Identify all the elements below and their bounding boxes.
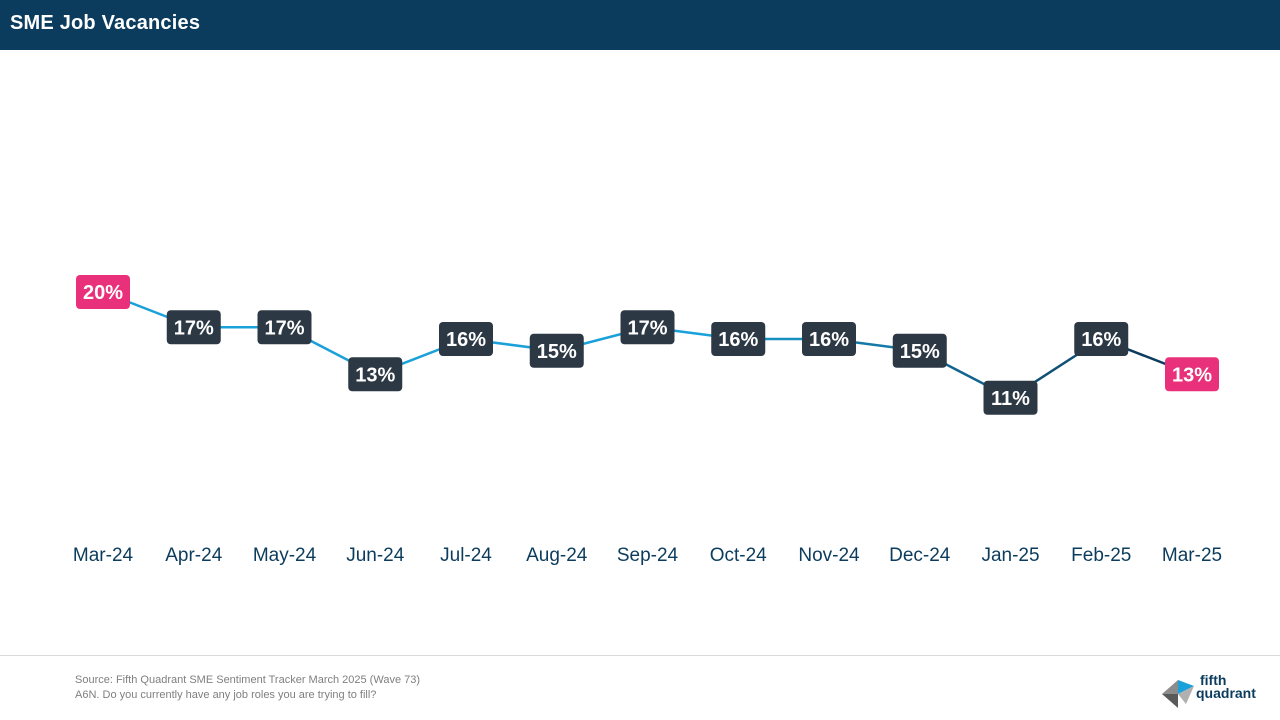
data-label: 16%	[802, 322, 856, 356]
x-tick-label: Jan-25	[981, 545, 1039, 566]
data-label-box	[620, 310, 675, 345]
logo-line-1: fifth	[1200, 672, 1227, 688]
x-axis: Mar-24 Apr-24 May-24 Jun-24 Jul-24 Aug-24 Sep-…	[73, 545, 1222, 566]
x-tick-label: Jun-24	[346, 545, 405, 566]
data-label: 13%	[348, 357, 403, 392]
data-label: 13%	[1165, 357, 1219, 392]
data-label-text: 20%	[83, 282, 123, 304]
x-tick-label: Nov-24	[798, 545, 860, 566]
data-label-text: 11%	[991, 388, 1030, 410]
x-tick-label: Mar-25	[1162, 545, 1222, 566]
x-tick-label: Dec-24	[889, 545, 951, 566]
data-label: 20%	[76, 275, 130, 309]
data-label-text: 15%	[900, 341, 940, 363]
data-label-text: 13%	[355, 364, 395, 386]
x-tick-label: Jul-24	[440, 545, 492, 566]
data-label-box	[76, 275, 130, 309]
data-label-text: 17%	[174, 317, 214, 339]
page-title: SME Job Vacancies	[10, 12, 201, 34]
data-label-box	[802, 322, 856, 356]
data-label: 15%	[529, 333, 584, 368]
footer-divider	[0, 655, 1280, 656]
data-label-box	[257, 310, 312, 345]
data-label-text: 16%	[718, 329, 758, 351]
data-label-box	[1165, 357, 1219, 392]
data-label: 11%	[983, 380, 1038, 415]
data-label-box	[711, 322, 766, 356]
x-tick-label: Aug-24	[526, 545, 588, 566]
data-label-box	[892, 333, 947, 368]
x-tick-label: Oct-24	[710, 545, 767, 566]
header-bar: SME Job Vacancies	[0, 0, 1280, 50]
data-label-text: 16%	[809, 329, 849, 351]
logo-line-2: quadrant	[1196, 685, 1256, 701]
data-label: 17%	[620, 310, 675, 345]
data-label-text: 15%	[537, 341, 577, 363]
data-label: 16%	[711, 322, 766, 356]
data-label-text: 16%	[446, 329, 486, 351]
logo-mark-icon	[1162, 680, 1194, 708]
question-note: A6N. Do you currently have any job roles…	[75, 689, 377, 701]
x-tick-label: Apr-24	[165, 545, 222, 566]
data-label-box	[529, 333, 584, 368]
data-label-text: 17%	[627, 317, 667, 339]
x-tick-label: Sep-24	[617, 545, 679, 566]
data-label-group: 20% 17% 17% 13% 16% 15% 17% 16% 16% 15% 11% 16% 13%	[76, 275, 1219, 415]
x-tick-label: May-24	[253, 545, 317, 566]
data-label: 16%	[439, 322, 493, 356]
data-label: 17%	[257, 310, 312, 345]
data-label-box	[439, 322, 493, 356]
data-label-text: 16%	[1081, 329, 1121, 351]
source-note: Source: Fifth Quadrant SME Sentiment Tra…	[75, 674, 421, 686]
data-label: 15%	[892, 333, 947, 368]
x-tick-label: Feb-25	[1071, 545, 1131, 566]
data-label: 16%	[1074, 322, 1129, 356]
logo-text: fifth quadrant	[1196, 672, 1256, 701]
data-label-box	[348, 357, 403, 392]
data-label-box	[1074, 322, 1129, 356]
fifth-quadrant-logo: fifth quadrant	[1160, 672, 1270, 712]
data-label-text: 17%	[264, 317, 304, 339]
x-tick-label: Mar-24	[73, 545, 134, 566]
data-label-box	[983, 380, 1038, 415]
data-label-text: 13%	[1172, 364, 1212, 386]
data-label: 17%	[166, 310, 221, 345]
data-label-box	[166, 310, 221, 345]
